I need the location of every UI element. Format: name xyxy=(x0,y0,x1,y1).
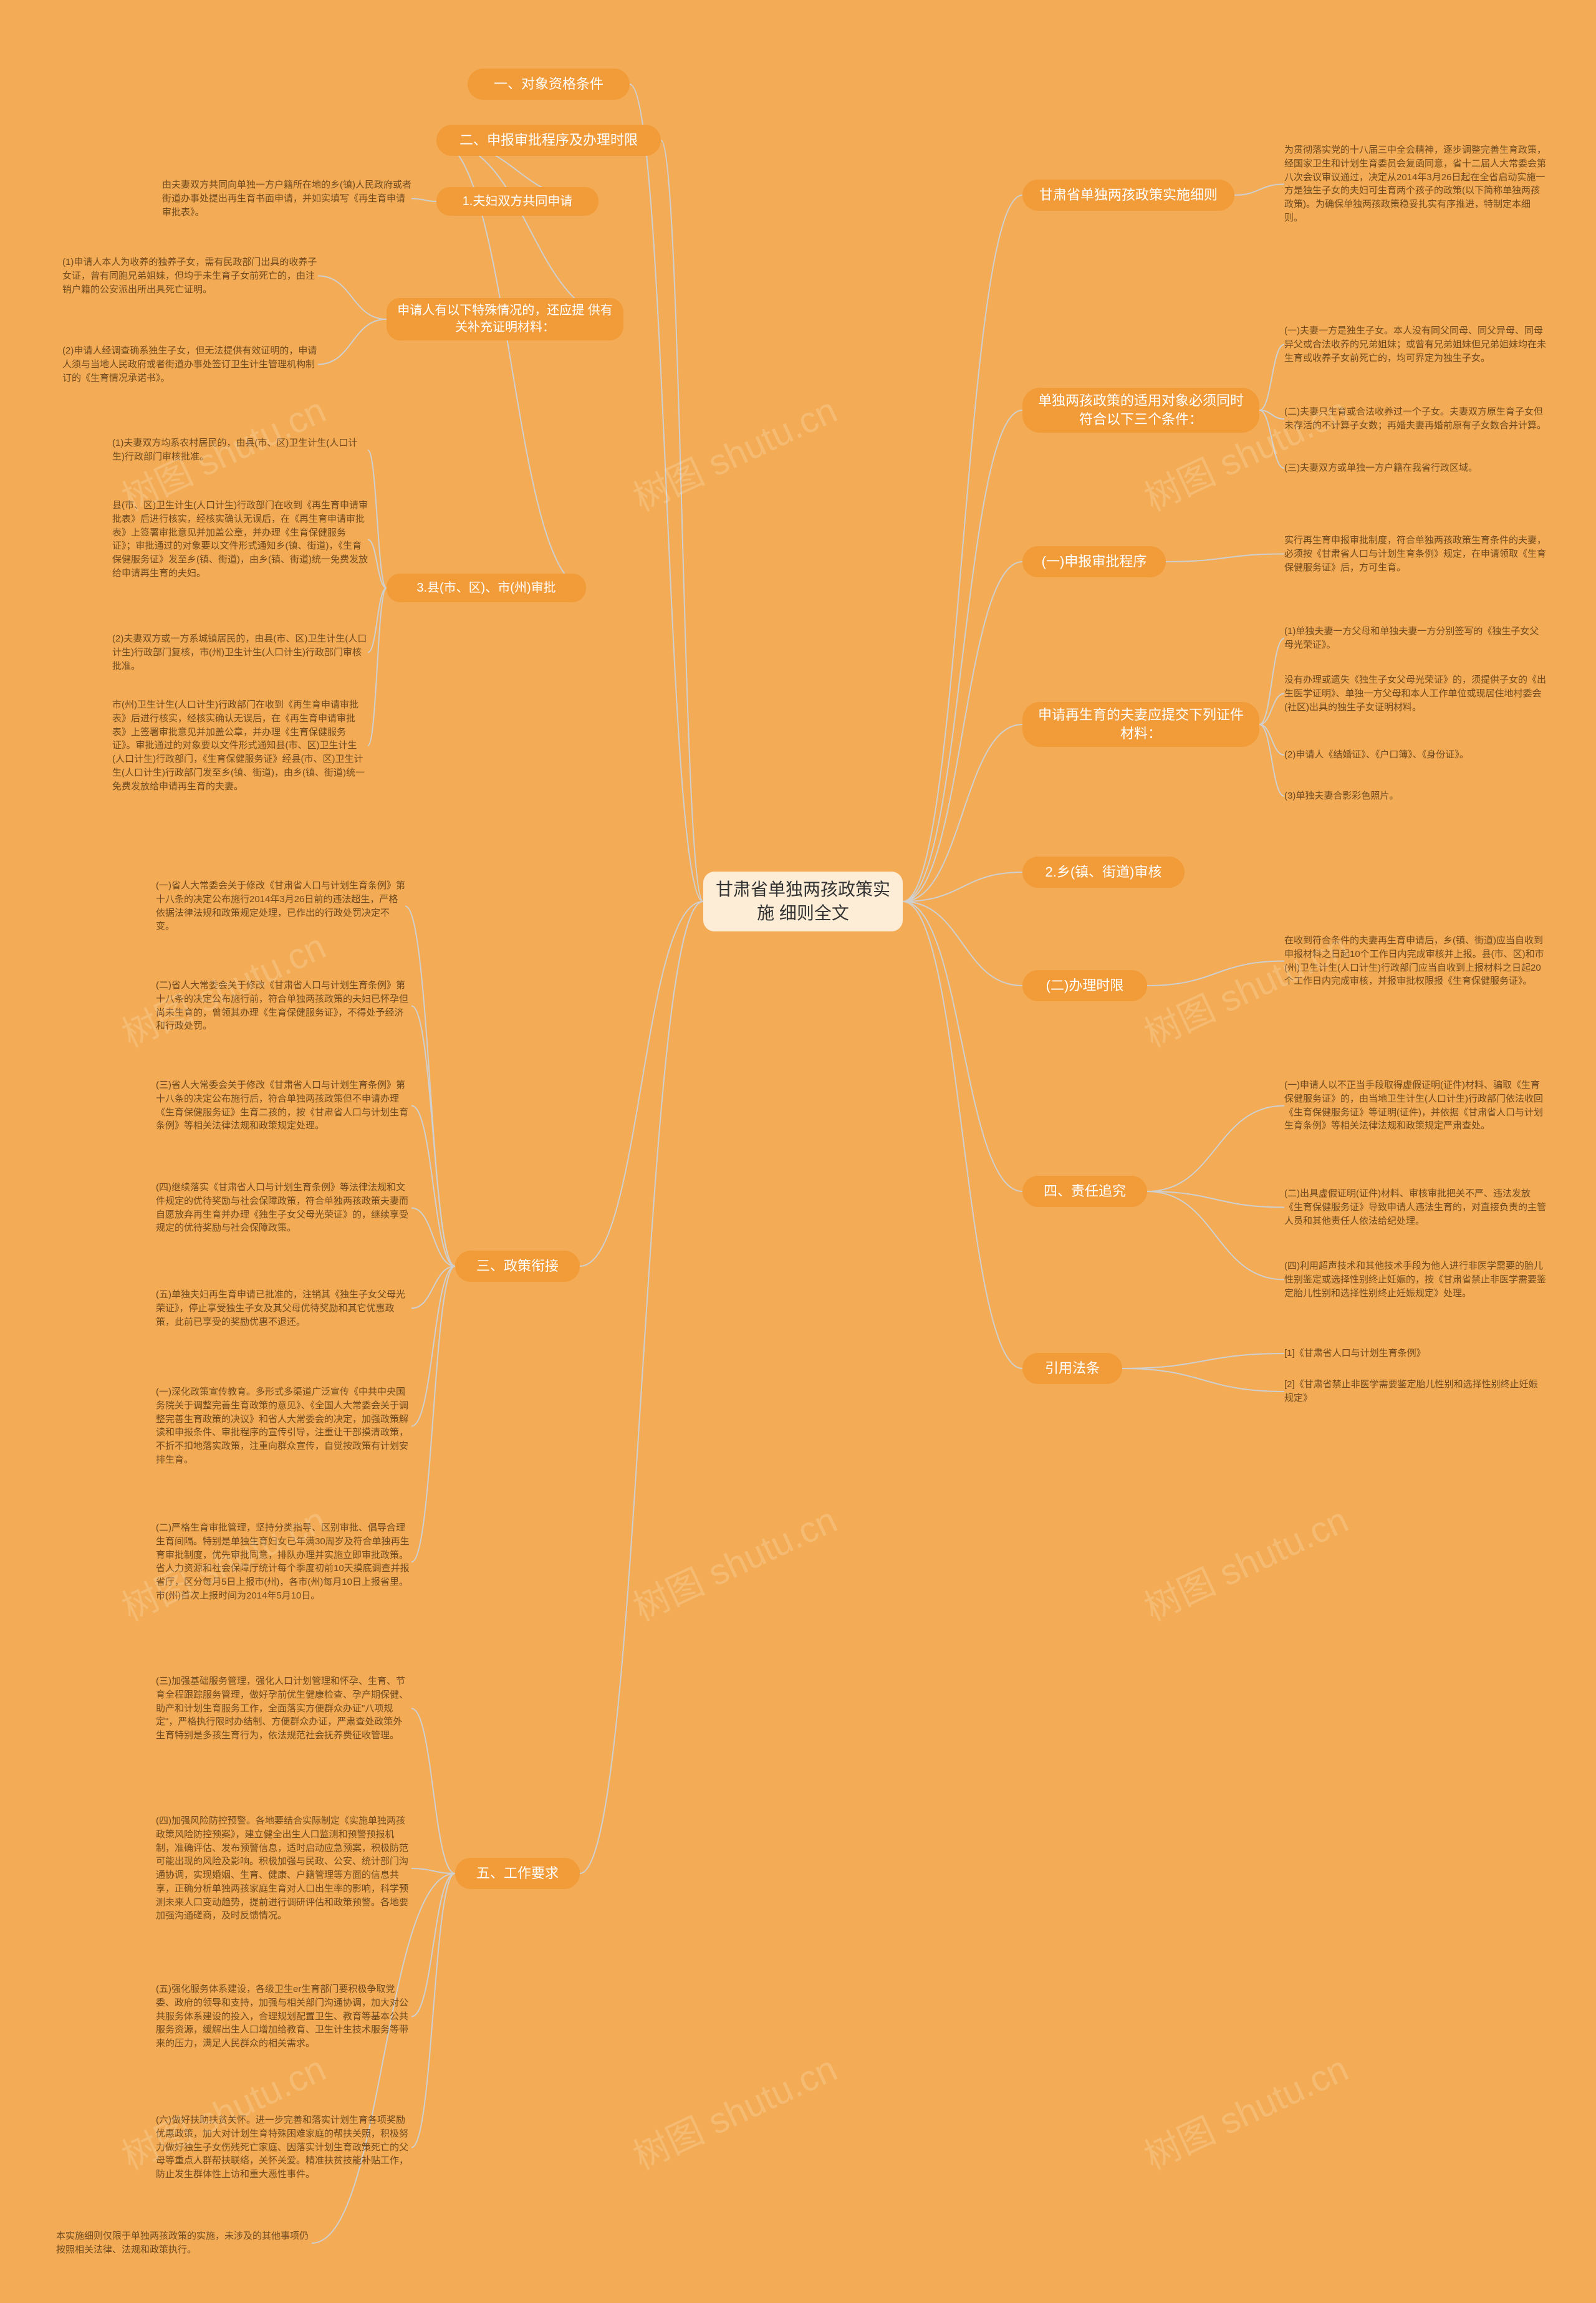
leaf-text: (三)加强基础服务管理，强化人口计划管理和怀孕、生育、节育全程跟踪服务管理，做好… xyxy=(156,1675,411,1743)
leaf-text: (五)强化服务体系建设，各级卫生er生育部门要积极争取党委、政府的领导和支持，加… xyxy=(156,1983,411,2051)
main-node: 五、工作要求 xyxy=(455,1858,580,1889)
leaf-text: (二)出具虚假证明(证件)材料、审核审批把关不严、违法发放《生育保健服务证》导致… xyxy=(1284,1187,1546,1228)
leaf-text: (一)省人大常委会关于修改《甘肃省人口与计划生育条例》第十八条的决定公布施行20… xyxy=(156,879,405,933)
leaf-text: (3)单独夫妻合影彩色照片。 xyxy=(1284,789,1546,803)
main-node: 单独两孩政策的适用对象必须同时 符合以下三个条件： xyxy=(1022,388,1259,433)
leaf-text: (1)单独夫妻一方父母和单独夫妻一方分别签写的《独生子女父母光荣证》。 xyxy=(1284,625,1546,652)
leaf-text: (二)省人大常委会关于修改《甘肃省人口与计划生育条例》第十八条的决定公布施行前，… xyxy=(156,979,411,1033)
leaf-text: (四)继续落实《甘肃省人口与计划生育条例》等法律法规和文件规定的优待奖励与社会保… xyxy=(156,1181,411,1235)
main-node: 三、政策衔接 xyxy=(455,1251,580,1282)
watermark: 树图 shutu.cn xyxy=(623,2040,844,2180)
leaf-text: 市(州)卫生计生(人口计生)行政部门在收到《再生育申请审批表》后进行核实，经核实… xyxy=(112,698,368,793)
leaf-text: (二)严格生育审批管理，坚持分类指导、区别审批、倡导合理生育间隔。特别是单独生育… xyxy=(156,1521,411,1603)
leaf-text: (2)申请人《结婚证》、《户口簿》、《身份证》。 xyxy=(1284,748,1546,762)
sub-node: 3.县(市、区)、市(州)审批 xyxy=(387,574,586,602)
main-node: 二、申报审批程序及办理时限 xyxy=(436,125,661,156)
leaf-text: 没有办理或遗失《独生子女父母光荣证》的，须提供子女的《出生医学证明》、单独一方父… xyxy=(1284,673,1546,714)
leaf-text: (2)申请人经调查确系独生子女，但无法提供有效证明的，申请人须与当地人民政府或者… xyxy=(62,344,318,385)
leaf-text: 实行再生育申报审批制度，符合单独两孩政策生育条件的夫妻，必须按《甘肃省人口与计划… xyxy=(1284,534,1546,574)
sub-node: 申请人有以下特殊情况的，还应提 供有关补充证明材料： xyxy=(387,298,623,340)
main-node: 申请再生育的夫妻应提交下列证件 材料： xyxy=(1022,702,1259,747)
watermark: 树图 shutu.cn xyxy=(623,382,844,522)
main-node: 甘肃省单独两孩政策实施细则 xyxy=(1022,180,1234,211)
leaf-text: [2]《甘肃省禁止非医学需要鉴定胎儿性别和选择性别终止妊娠规定》 xyxy=(1284,1378,1546,1405)
watermark: 树图 shutu.cn xyxy=(1135,2040,1355,2180)
leaf-text: 为贯彻落实党的十八届三中全会精神，逐步调整完善生育政策，经国家卫生和计划生育委员… xyxy=(1284,143,1546,225)
leaf-text: (三)省人大常委会关于修改《甘肃省人口与计划生育条例》第十八条的决定公布施行后，… xyxy=(156,1079,411,1133)
leaf-text: (四)利用超声技术和其他技术手段为他人进行非医学需要的胎儿性别鉴定或选择性别终止… xyxy=(1284,1259,1546,1300)
leaf-text: 由夫妻双方共同向单独一方户籍所在地的乡(镇)人民政府或者街道办事处提出再生育书面… xyxy=(162,178,411,219)
leaf-text: (2)夫妻双方或一方系城镇居民的，由县(市、区)卫生计生(人口计生)行政部门复核… xyxy=(112,632,368,673)
leaf-text: 县(市、区)卫生计生(人口计生)行政部门在收到《再生育申请审批表》后进行核实，经… xyxy=(112,499,368,580)
leaf-text: (四)加强风险防控预警。各地要结合实际制定《实施单独两孩政策风险防控预案》，建立… xyxy=(156,1814,411,1923)
main-node: 引用法条 xyxy=(1022,1353,1122,1384)
main-node: (二)办理时限 xyxy=(1022,970,1147,1001)
main-node: (一)申报审批程序 xyxy=(1022,546,1166,577)
leaf-text: (二)夫妻只生育或合法收养过一个子女。夫妻双方原生育子女但未存活的不计算子女数；… xyxy=(1284,405,1546,433)
leaf-text: (三)夫妻双方或单独一方户籍在我省行政区域。 xyxy=(1284,461,1546,475)
leaf-text: 本实施细则仅限于单独两孩政策的实施，未涉及的其他事项仍按照相关法律、法规和政策执… xyxy=(56,2229,312,2257)
leaf-text: (一)深化政策宣传教育。多形式多渠道广泛宣传《中共中央国务院关于调整完善生育政策… xyxy=(156,1385,411,1467)
center-node: 甘肃省单独两孩政策实施 细则全文 xyxy=(703,872,903,931)
leaf-text: (1)申请人本人为收养的独养子女，需有民政部门出具的收养子女证，曾有同胞兄弟姐妹… xyxy=(62,256,318,296)
leaf-text: (一)夫妻一方是独生子女。本人没有同父同母、同父异母、同母异父或合法收养的兄弟姐… xyxy=(1284,324,1546,365)
watermark: 树图 shutu.cn xyxy=(623,1491,844,1632)
leaf-text: (一)申请人以不正当手段取得虚假证明(证件)材料、骗取《生育保健服务证》的，由当… xyxy=(1284,1079,1546,1133)
leaf-text: (六)做好扶助扶贫关怀。进一步完善和落实计划生育各项奖励优惠政策，加大对计划生育… xyxy=(156,2113,411,2181)
watermark: 树图 shutu.cn xyxy=(1135,1491,1355,1632)
leaf-text: [1]《甘肃省人口与计划生育条例》 xyxy=(1284,1347,1546,1360)
leaf-text: 在收到符合条件的夫妻再生育申请后，乡(镇、街道)应当自收到申报材料之日起10个工… xyxy=(1284,934,1546,988)
main-node: 四、责任追究 xyxy=(1022,1176,1147,1207)
leaf-text: (1)夫妻双方均系农村居民的，由县(市、区)卫生计生(人口计生)行政部门审核批准… xyxy=(112,436,368,464)
leaf-text: (五)单独夫妇再生育申请已批准的，注销其《独生子女父母光荣证》，停止享受独生子女… xyxy=(156,1288,411,1329)
sub-node: 1.夫妇双方共同申请 xyxy=(436,187,598,216)
main-node: 一、对象资格条件 xyxy=(468,69,630,100)
main-node: 2.乡(镇、街道)审核 xyxy=(1022,857,1185,888)
